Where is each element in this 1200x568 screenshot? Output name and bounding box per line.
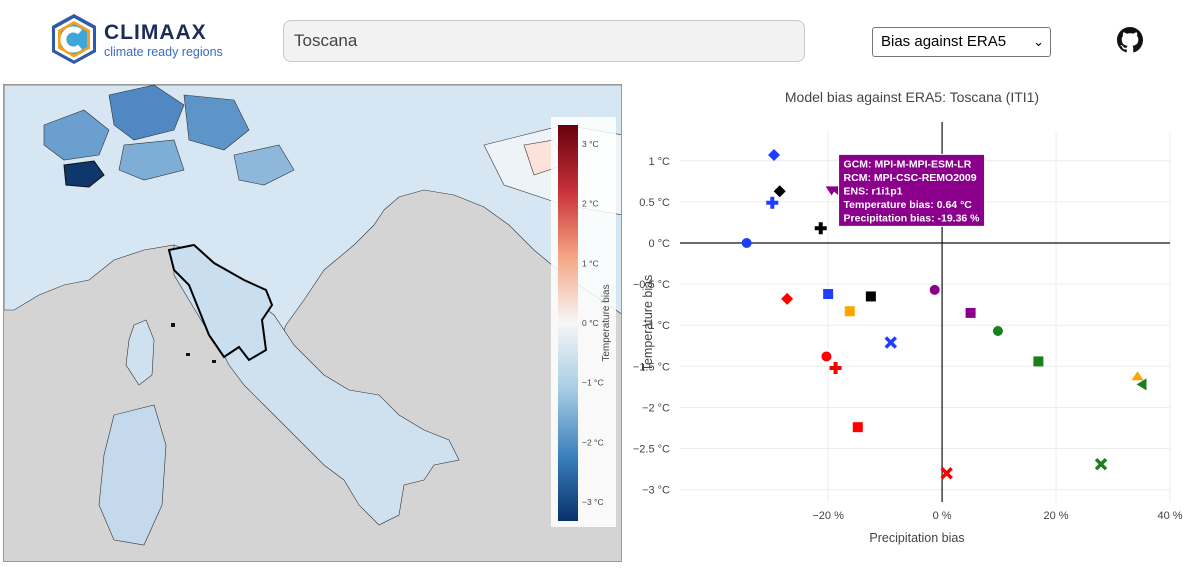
colorbar-ticks: 3 °C 2 °C 1 °C 0 °C −1 °C −2 °C −3 °C <box>582 139 604 507</box>
chart-title: Model bias against ERA5: Toscana (ITI1) <box>785 89 1039 105</box>
y-tick-label: −1 °C <box>642 320 670 332</box>
y-tick-label: −2.5 °C <box>633 444 670 456</box>
header: CLIMAAX climate ready regions Toscana Bi… <box>0 0 1200 80</box>
data-point <box>965 307 976 318</box>
data-point <box>884 336 898 349</box>
x-tick-label: 40 % <box>1157 510 1182 522</box>
island-marker <box>171 323 175 327</box>
data-point <box>929 284 940 295</box>
x-tick-label: −20 % <box>812 510 844 522</box>
data-point <box>1136 378 1147 391</box>
region-search-input[interactable]: Toscana <box>283 20 805 62</box>
tooltip-pointer <box>832 185 839 196</box>
colorbar-tick-label: 3 °C <box>582 139 599 149</box>
toscana-region[interactable] <box>167 243 274 362</box>
data-point <box>823 288 834 299</box>
corsica-island[interactable] <box>125 319 155 386</box>
y-tick-label: −2 °C <box>642 402 670 414</box>
island-marker <box>212 360 216 363</box>
colorbar-tick-label: −2 °C <box>582 437 604 447</box>
tooltip-line: RCM: MPI-CSC-REMO2009 <box>844 172 977 184</box>
colorbar-title: Temperature bias <box>601 284 612 361</box>
data-point <box>844 306 855 317</box>
colorbar-gradient <box>558 125 578 521</box>
climaax-logo[interactable]: CLIMAAX climate ready regions <box>46 12 236 68</box>
alpine-region-3[interactable] <box>183 94 250 151</box>
y-tick-label: −3 °C <box>642 485 670 497</box>
scatter-canvas: Model bias against ERA5: Toscana (ITI1) … <box>633 89 1183 545</box>
y-tick-label: −1.5 °C <box>633 361 670 373</box>
data-point <box>773 185 786 198</box>
x-tick-label: 20 % <box>1044 510 1069 522</box>
colorbar-tick-label: 0 °C <box>582 318 599 328</box>
tooltip-line: Precipitation bias: -19.36 % <box>844 212 981 224</box>
data-point <box>825 186 838 196</box>
data-point <box>940 466 953 480</box>
alpine-region-2[interactable] <box>108 85 185 141</box>
colorbar-tick-label: 1 °C <box>582 258 599 268</box>
data-point <box>766 196 779 209</box>
chart-points <box>741 149 1147 480</box>
data-point <box>865 291 876 302</box>
data-point <box>814 222 827 235</box>
data-point <box>741 238 752 248</box>
bias-scatter-plot[interactable]: Model bias against ERA5: Toscana (ITI1) … <box>630 84 1196 562</box>
y-tick-label: 0 °C <box>648 238 670 250</box>
y-tick-label: 1 °C <box>648 156 670 168</box>
data-point <box>781 292 794 305</box>
choropleth-map[interactable]: 3 °C 2 °C 1 °C 0 °C −1 °C −2 °C −3 °C Temperat… <box>3 84 622 562</box>
data-point <box>1131 371 1144 381</box>
data-point <box>992 325 1003 336</box>
tooltip-line: GCM: MPI-M-MPI-ESM-LR <box>844 158 972 170</box>
climaax-logo-icon <box>52 14 96 64</box>
tooltip-line: Temperature bias: 0.64 °C <box>844 199 973 211</box>
chart-ticks: −20 % 0 % 20 % 40 % 1 °C 0.5 °C 0 °C −0.5 °C −1 … <box>633 156 1183 522</box>
data-point <box>768 149 781 162</box>
sardinia-island[interactable] <box>98 404 167 546</box>
colorbar-tick-label: −3 °C <box>582 497 604 507</box>
data-point <box>1094 457 1108 471</box>
data-point <box>821 351 832 362</box>
logo-subtitle: climate ready regions <box>104 45 223 59</box>
y-axis-label: Temperature bias <box>641 275 655 372</box>
bias-mode-select[interactable]: Bias against ERA5 ⌄ <box>872 27 1051 57</box>
island-marker <box>186 353 190 356</box>
chevron-down-icon: ⌄ <box>1033 34 1044 49</box>
tooltip-line: ENS: r1i1p1 <box>844 185 903 197</box>
data-point <box>1033 356 1044 367</box>
map-canvas: 3 °C 2 °C 1 °C 0 °C −1 °C −2 °C −3 °C Temperat… <box>4 85 621 561</box>
x-axis-label: Precipitation bias <box>869 531 964 545</box>
tooltip-box <box>838 153 986 227</box>
x-tick-label: 0 % <box>933 510 952 522</box>
colorbar-tick-label: −1 °C <box>582 378 604 388</box>
alpine-region-4[interactable] <box>233 144 295 186</box>
data-point <box>829 361 842 374</box>
alpine-region-1[interactable] <box>43 109 110 161</box>
y-tick-label: 0.5 °C <box>639 197 670 209</box>
dark-alpine-region[interactable] <box>63 160 105 188</box>
data-point <box>852 422 863 433</box>
hover-tooltip: GCM: MPI-M-MPI-ESM-LR RCM: MPI-CSC-REMO20… <box>832 153 986 227</box>
y-tick-label: −0.5 °C <box>633 279 670 291</box>
logo-title: CLIMAAX <box>104 21 207 44</box>
alpine-region-5[interactable] <box>118 139 185 181</box>
github-icon[interactable] <box>1117 27 1143 53</box>
bias-mode-selected: Bias against ERA5 <box>881 33 1007 50</box>
colorbar-tick-label: 2 °C <box>582 199 599 209</box>
